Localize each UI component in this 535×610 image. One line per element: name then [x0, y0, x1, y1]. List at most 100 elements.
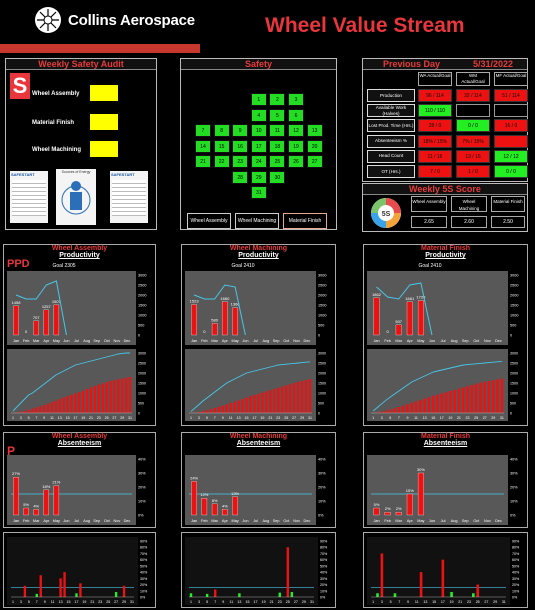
daily-bar — [66, 396, 69, 413]
safety-day-cell[interactable]: 4 — [250, 108, 267, 122]
brand-name: Collins Aerospace — [68, 11, 195, 29]
safety-day-cell[interactable]: 5 — [269, 108, 286, 122]
energy-sources-document[interactable]: Sources of Energy — [56, 169, 96, 225]
safestart-document[interactable]: SAFESTART — [10, 171, 48, 223]
safestart-card[interactable]: SAFESTART — [110, 171, 148, 223]
x-tick-label: Jul — [253, 339, 258, 343]
y-tick-label: 60% — [512, 558, 520, 562]
wheel-machining-button[interactable]: Wheel Machining — [235, 213, 279, 229]
safety-day-cell[interactable]: 13 — [306, 124, 323, 137]
safety-day-cell[interactable]: 28 — [232, 170, 249, 184]
previous-day-value: 1 / 0 — [456, 165, 490, 178]
safety-day-cell[interactable]: 20 — [306, 139, 323, 153]
safety-day-cell[interactable]: 12 — [288, 124, 304, 137]
daily-bar — [128, 377, 132, 413]
x-tick-label: 27 — [292, 416, 296, 420]
daily-bar-ok — [278, 592, 281, 597]
safety-day-cell[interactable]: 1 — [250, 93, 267, 106]
x-tick-label: Jun — [429, 519, 435, 523]
y-tick-label: 0 — [510, 334, 512, 338]
x-tick-label: 7 — [398, 416, 400, 420]
x-tick-label: Feb — [23, 519, 30, 523]
audit-status-wheel-machining[interactable] — [90, 141, 118, 157]
safety-day-cell[interactable]: 18 — [269, 139, 286, 153]
safety-day-cell[interactable]: 24 — [250, 155, 267, 168]
doc-title: SAFESTART — [11, 172, 35, 177]
daily-bar — [31, 408, 34, 413]
bar — [232, 307, 238, 336]
x-tick-label: 13 — [58, 416, 62, 420]
x-tick-label: Dec — [495, 339, 502, 343]
safety-day-cell[interactable]: 15 — [213, 139, 230, 153]
safety-day-cell[interactable]: 27 — [306, 155, 323, 168]
safety-day-cell[interactable]: 31 — [250, 186, 267, 199]
x-tick-label: 11 — [414, 416, 418, 420]
chart-svg: 1 3 5 7 9 11 13 15 17 19 21 23 25 27 29 31 — [367, 349, 508, 421]
safety-day-cell[interactable]: 10 — [250, 124, 267, 137]
previous-day-panel: Previous Day 5/31/2022 WA Actual/Goal WM … — [362, 58, 528, 182]
x-tick-label: 27 — [114, 600, 118, 604]
safety-day-cell[interactable]: 23 — [232, 155, 249, 168]
safety-day-cell[interactable]: 2 — [269, 93, 286, 106]
x-tick-label: 21 — [458, 600, 462, 604]
daily-bar — [491, 380, 495, 413]
safety-day-cell[interactable]: 25 — [269, 155, 286, 168]
safety-day-cell[interactable]: 7 — [195, 124, 211, 137]
x-tick-label: 15 — [245, 416, 249, 420]
x-tick-label: Jul — [74, 339, 79, 343]
bar — [373, 507, 380, 516]
x-tick-label: Jun — [63, 519, 69, 523]
safety-day-cell[interactable]: 29 — [250, 170, 267, 184]
x-tick-label: 19 — [260, 416, 264, 420]
x-tick-label: 13 — [423, 600, 427, 604]
safety-day-cell[interactable]: 9 — [232, 124, 249, 137]
safety-day-cell[interactable]: 16 — [232, 139, 249, 153]
safety-day-cell[interactable]: 6 — [288, 108, 304, 122]
safety-day-cell[interactable]: 21 — [195, 155, 211, 168]
safety-day-cell[interactable]: 3 — [288, 93, 304, 106]
material-finish-button[interactable]: Material Finish — [283, 213, 327, 229]
y-tick-label: 20% — [510, 486, 518, 490]
x-tick-label: 5 — [28, 600, 30, 604]
audit-status-wheel-assembly[interactable] — [90, 85, 118, 101]
x-tick-label: Dec — [124, 339, 131, 343]
safety-day-cell[interactable]: 17 — [250, 139, 267, 153]
daily-bar — [59, 578, 62, 597]
wheel-assembly-button[interactable]: Wheel Assembly — [187, 213, 231, 229]
daily-bar — [431, 395, 435, 413]
audit-letter: S — [10, 73, 30, 99]
x-tick-label: 25 — [476, 600, 480, 604]
x-tick-label: Jan — [13, 339, 19, 343]
previous-day-value: 11 / 16 — [418, 149, 452, 163]
safety-day-cell[interactable]: 22 — [213, 155, 230, 168]
x-tick-label: Aug — [262, 339, 269, 343]
x-tick-label: Feb — [201, 519, 208, 523]
data-label: 30% — [417, 467, 425, 472]
x-tick-label: 31 — [130, 600, 134, 604]
audit-status-material-finish[interactable] — [90, 114, 118, 130]
y-tick-label: 1000 — [510, 392, 518, 396]
safety-day-cell[interactable]: 14 — [195, 139, 211, 153]
x-tick-label: Jul — [74, 519, 79, 523]
safety-day-cell[interactable]: 11 — [269, 124, 286, 137]
y-tick-label: 2500 — [318, 284, 326, 288]
y-tick-label: 500 — [138, 402, 144, 406]
safety-day-cell[interactable]: 30 — [269, 170, 286, 184]
daily-bar — [245, 397, 248, 413]
bar — [13, 477, 19, 516]
x-tick-label: 13 — [237, 416, 241, 420]
plot-background — [185, 271, 316, 345]
y-axis: 0% 10% 20% 30% 40% — [318, 458, 326, 518]
y-tick-label: 30% — [512, 577, 520, 581]
chart-svg: 1862 0 507 1661 1720 Jan Feb Mar Apr May Jun Jul Aug… — [367, 271, 508, 345]
daily-bar — [54, 400, 58, 413]
safety-day-cell[interactable]: 26 — [288, 155, 304, 168]
x-tick-label: 17 — [440, 416, 444, 420]
safety-day-cell[interactable]: 19 — [288, 139, 304, 153]
daily-bar — [304, 380, 308, 413]
x-tick-label: Apr — [43, 519, 50, 523]
page-title: Wheel Value Stream — [265, 14, 465, 37]
y-tick-label: 80% — [320, 546, 328, 550]
safety-day-cell[interactable]: 8 — [213, 124, 230, 137]
previous-day-value — [494, 134, 528, 148]
